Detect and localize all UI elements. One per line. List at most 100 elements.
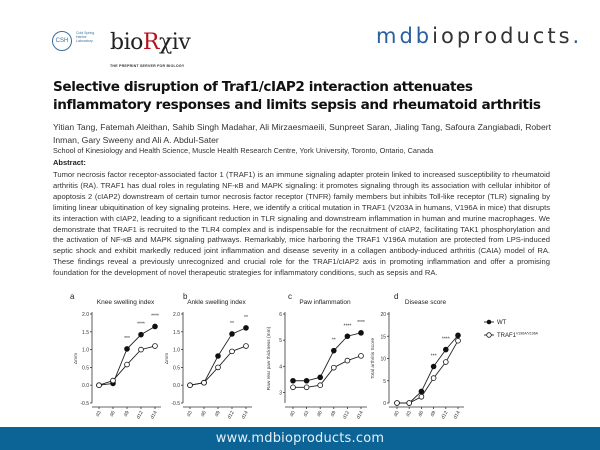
x-tick-label: d9 xyxy=(429,410,437,418)
paper-title: Selective disruption of Traf1/cIAP2 inte… xyxy=(53,79,541,113)
wt-point xyxy=(243,325,249,331)
y-tick-label: 0 xyxy=(383,401,386,407)
chart-title: Paw inflammation xyxy=(299,299,351,306)
chart-title: Ankle swelling index xyxy=(187,299,246,306)
y-tick-label: 5 xyxy=(279,338,282,344)
significance-stars: **** xyxy=(137,322,145,328)
wt-point xyxy=(418,388,425,395)
chart-title: Knee swelling index xyxy=(97,299,155,306)
mutant-point xyxy=(330,364,337,371)
biorxiv-logo: bioRχiv xyxy=(110,30,191,55)
y-tick-label: 0.0 xyxy=(82,383,89,389)
csh-logo-seal: CSH xyxy=(52,31,72,51)
y-axis-label: Raw rear paw thickness (mm) xyxy=(266,326,272,390)
mdbioproducts-logo: mdbioproducts. xyxy=(376,24,582,48)
x-tick-label: d3 xyxy=(405,410,413,418)
wt-point xyxy=(138,331,144,338)
y-tick-label: 6 xyxy=(279,312,282,318)
significance-stars: *** xyxy=(124,336,130,342)
panel-letter: b xyxy=(183,292,188,301)
wt-point xyxy=(229,331,235,337)
x-tick-label: d3 xyxy=(302,410,310,418)
y-tick-label: 10 xyxy=(380,357,386,363)
y-tick-label: 2.0 xyxy=(173,312,180,318)
wt-point xyxy=(442,346,449,353)
x-tick-label: d0 xyxy=(289,410,297,418)
significance-stars: **** xyxy=(151,313,159,319)
y-axis-label: Δmm xyxy=(73,353,79,364)
footer-banner[interactable]: www.mdbioproducts.com xyxy=(0,427,600,450)
mutant-point xyxy=(344,357,351,364)
biorxiv-logo-xiv: χiv xyxy=(158,30,191,55)
y-tick-label: 2.0 xyxy=(82,312,89,318)
abstract-text: Tumor necrosis factor receptor-associate… xyxy=(53,170,550,278)
mutant-point xyxy=(430,375,437,381)
y-tick-label: 0.5 xyxy=(82,365,89,371)
y-tick-label: 15 xyxy=(380,334,386,340)
mutant-point xyxy=(110,377,116,384)
mutant-point xyxy=(394,400,400,406)
mutant-point xyxy=(229,348,235,355)
mutant-point xyxy=(96,382,102,388)
mutant-line xyxy=(293,355,362,388)
wt-point xyxy=(124,346,130,352)
wt-point xyxy=(152,323,158,330)
panel-letter: d xyxy=(394,292,398,301)
chart-title: Disease score xyxy=(405,299,447,306)
mutant-point xyxy=(317,382,324,388)
legend-wt-label: WT xyxy=(497,320,507,326)
y-tick-label: 0.0 xyxy=(173,383,180,389)
mutant-point xyxy=(152,343,158,349)
y-axis-label: Total arthritis Score xyxy=(370,338,376,379)
x-tick-label: d12 xyxy=(135,410,144,420)
x-tick-label: d6 xyxy=(417,410,425,418)
x-tick-label: d12 xyxy=(226,410,235,420)
wt-point xyxy=(330,347,337,354)
csh-seal-text: CSH xyxy=(55,38,69,44)
legend-wt-marker xyxy=(486,319,492,325)
x-tick-label: d6 xyxy=(316,410,324,418)
figure-charts: a Knee swelling index -0.5 0.0 0.5 1.0 1.5 2.0 Δ… xyxy=(70,292,539,420)
x-tick-label: d9 xyxy=(330,410,338,418)
y-axis-label: Δmm xyxy=(164,353,170,364)
wt-point xyxy=(215,353,221,359)
wt-point xyxy=(455,332,461,339)
wt-point xyxy=(344,333,351,340)
wt-point xyxy=(317,374,324,381)
significance-stars: **** xyxy=(442,337,450,343)
legend-mutant-marker xyxy=(486,332,492,338)
y-tick-label: 1.5 xyxy=(173,330,180,336)
x-tick-label: d6 xyxy=(200,410,208,418)
x-tick-label: d6 xyxy=(109,410,117,418)
mdb-logo-dot: . xyxy=(572,24,583,48)
mdb-logo-oproducts: oproducts xyxy=(440,24,573,48)
wt-point xyxy=(358,330,364,336)
mutant-point xyxy=(187,382,193,388)
mutant-point xyxy=(124,361,130,368)
x-tick-label: d14 xyxy=(452,410,461,420)
biorxiv-tagline: THE PREPRINT SERVER FOR BIOLOGY xyxy=(110,64,185,68)
y-tick-label: -0.5 xyxy=(80,401,89,407)
biorxiv-logo-r: R xyxy=(142,30,160,55)
biorxiv-logo-bio: bio xyxy=(110,30,143,55)
legend-mutant-superscript: V196A/V196A xyxy=(516,332,539,336)
y-tick-label: 0.5 xyxy=(173,365,180,371)
y-tick-label: 1.0 xyxy=(173,348,180,354)
abstract-label: Abstract: xyxy=(53,158,86,167)
mdb-logo-i: i xyxy=(432,24,441,48)
footer-url[interactable]: www.mdbioproducts.com xyxy=(215,431,385,446)
y-tick-label: 4 xyxy=(279,364,282,370)
mdb-logo-mdb: mdb xyxy=(376,24,433,48)
mutant-point xyxy=(442,359,449,365)
x-tick-label: d9 xyxy=(214,410,222,418)
y-tick-label: 1.0 xyxy=(82,348,89,354)
significance-stars: ** xyxy=(244,315,248,321)
significance-stars: ** xyxy=(230,321,234,327)
significance-stars: ** xyxy=(332,338,336,344)
significance-stars: **** xyxy=(357,320,365,326)
mutant-point xyxy=(406,400,413,406)
paper-affiliation: School of Kinesiology and Health Science… xyxy=(53,146,434,155)
mutant-point xyxy=(215,364,221,371)
panel-letter: a xyxy=(70,292,75,301)
x-tick-label: d14 xyxy=(355,410,364,420)
